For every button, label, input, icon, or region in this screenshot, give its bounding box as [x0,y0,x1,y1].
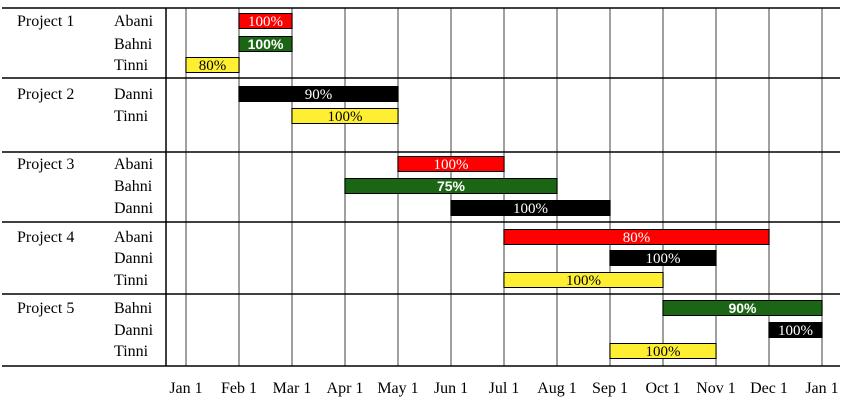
person-label: Bahni [114,300,153,317]
bar-label: 80% [199,58,227,74]
task-bar [450,200,611,216]
person-label: Danni [114,322,154,339]
x-tick-label: Aug 1 [537,380,577,397]
person-label: Abani [114,13,154,30]
bar-label: 100% [646,251,681,267]
person-label: Tinni [114,343,149,360]
task-bar [503,229,770,245]
person-label: Tinni [114,272,149,289]
person-label: Tinni [114,108,149,125]
task-bar [238,86,399,102]
bar-label: 90% [728,300,757,316]
person-label: Tinni [114,57,149,74]
x-tick-label: Jun 1 [434,380,468,397]
bar-label: 100% [434,157,469,173]
x-tick-label: Oct 1 [645,380,680,397]
person-label: Bahni [114,36,153,53]
x-tick-label: Apr 1 [327,380,364,397]
bar-label: 100% [248,36,284,52]
x-tick-label: Mar 1 [273,380,312,397]
task-bar [609,343,717,359]
person-label: Danni [114,250,154,267]
task-bar [609,250,717,266]
x-tick-label: Jan 1 [169,380,202,397]
x-tick-label: Feb 1 [221,380,257,397]
task-bar [238,13,293,29]
task-bar [397,156,505,172]
person-label: Bahni [114,178,153,195]
bar-label: 100% [328,109,363,125]
bar-label: 80% [623,230,651,246]
person-label: Danni [114,86,154,103]
task-bar [662,300,823,316]
project-label: Project 5 [17,300,74,317]
bar-label: 100% [778,323,813,339]
x-tick-label: Dec 1 [750,380,788,397]
bar-label: 100% [513,201,548,217]
project-label: Project 4 [17,229,74,246]
project-label: Project 1 [17,13,74,30]
task-bar [503,272,664,288]
person-label: Danni [114,200,154,217]
x-tick-label: Jul 1 [489,380,520,397]
bar-label: 100% [248,14,283,30]
bar-label: 90% [305,87,333,103]
x-tick-label: May 1 [377,380,418,397]
task-bar [291,108,399,124]
x-tick-label: Nov 1 [696,380,736,397]
task-bar [768,322,823,338]
task-bar [238,36,293,52]
x-tick-label: Sep 1 [592,380,628,397]
project-label: Project 2 [17,86,74,103]
x-tick-label: Jan 1 [805,380,838,397]
task-bar [344,178,558,194]
task-bar [185,57,240,73]
bar-label: 100% [566,273,601,289]
person-label: Abani [114,156,154,173]
person-label: Abani [114,229,154,246]
project-label: Project 3 [17,156,74,173]
bar-label: 75% [437,178,466,194]
bar-label: 100% [646,344,681,360]
